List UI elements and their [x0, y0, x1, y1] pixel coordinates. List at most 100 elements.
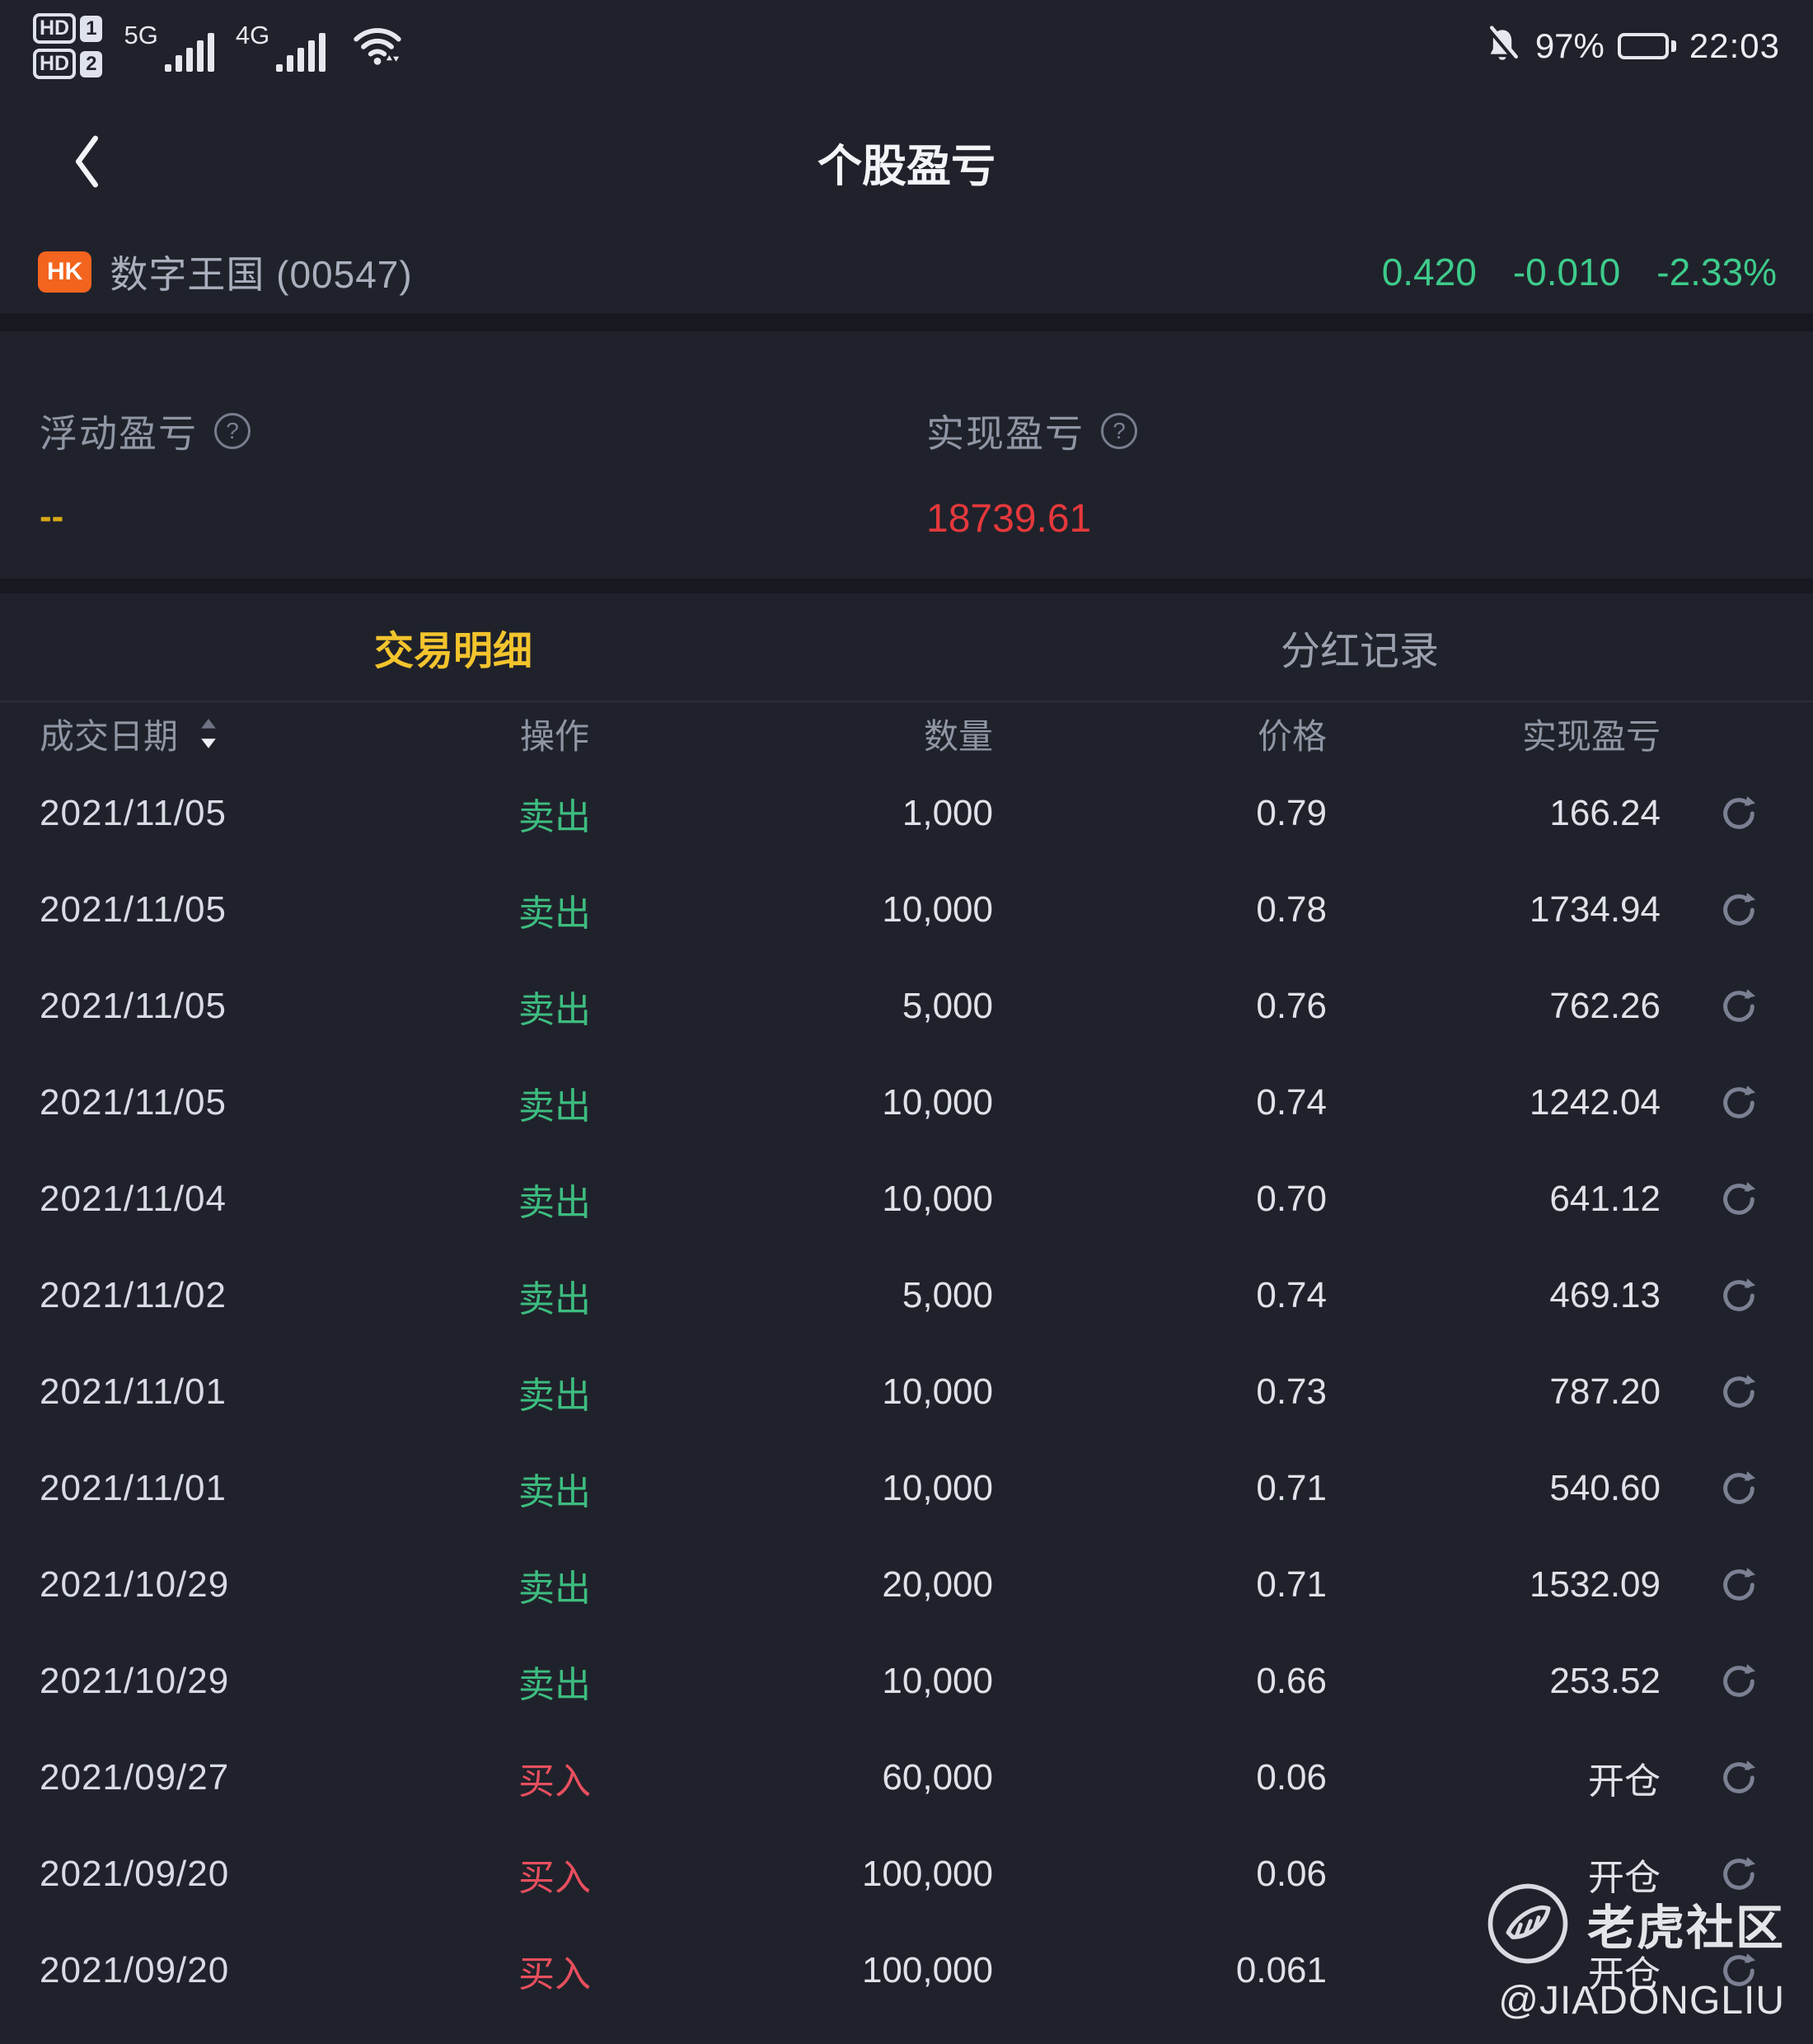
stock-price: 0.420 — [1381, 251, 1477, 293]
column-header-price: 价格 — [1257, 716, 1327, 756]
restore-trade-icon[interactable] — [1716, 1176, 1762, 1222]
tab-dividend-records[interactable]: 分红记录 — [1280, 630, 1439, 673]
table-row: 2021/11/05 卖出 1,000 0.79 166.24 — [0, 765, 1813, 861]
trade-price: 0.71 — [1256, 1563, 1327, 1605]
trade-action: 卖出 — [518, 1085, 591, 1127]
trade-date: 2021/11/01 — [40, 1467, 227, 1508]
trade-action: 买入 — [518, 1857, 591, 1898]
restore-trade-icon[interactable] — [1716, 1948, 1762, 1994]
restore-trade-icon[interactable] — [1716, 1562, 1762, 1608]
trade-action: 买入 — [518, 1760, 591, 1802]
trade-action: 卖出 — [518, 1471, 591, 1512]
trade-pl: 641.12 — [1549, 1178, 1661, 1219]
back-button[interactable] — [66, 124, 124, 199]
trade-qty: 20,000 — [882, 1563, 993, 1605]
floating-pl-help-icon[interactable]: ? — [214, 413, 251, 449]
tab-trade-details[interactable]: 交易明细 — [373, 630, 532, 673]
restore-trade-icon[interactable] — [1716, 1465, 1762, 1512]
column-header-date-sort[interactable]: 成交日期 — [40, 709, 369, 759]
realized-pl-help-icon[interactable]: ? — [1101, 413, 1137, 449]
clock: 22:03 — [1689, 26, 1780, 65]
floating-pl-value: -- — [40, 496, 64, 537]
trade-action: 卖出 — [518, 1278, 591, 1320]
table-row: 2021/11/01 卖出 10,000 0.71 540.60 — [0, 1440, 1813, 1536]
table-row: 2021/11/02 卖出 5,000 0.74 469.13 — [0, 1247, 1813, 1343]
trade-pl: 469.13 — [1549, 1274, 1661, 1315]
realized-pl-value: 18739.61 — [926, 497, 1092, 541]
restore-trade-icon[interactable] — [1716, 1369, 1762, 1415]
trade-price: 0.78 — [1256, 888, 1327, 930]
trade-pl: 787.20 — [1549, 1371, 1661, 1412]
stock-name: 数字王国 (00547) — [110, 253, 413, 296]
trade-action: 买入 — [518, 1953, 591, 1995]
floating-pl-label: 浮动盈亏 — [40, 412, 198, 455]
column-header-action: 操作 — [519, 716, 589, 756]
restore-trade-icon[interactable] — [1716, 1851, 1762, 1897]
trade-pl: 540.60 — [1549, 1467, 1661, 1508]
trade-pl: 762.26 — [1549, 985, 1661, 1026]
trade-date: 2021/11/05 — [40, 1081, 227, 1123]
trade-rows: 2021/11/05 卖出 1,000 0.79 166.24 2021/11/… — [0, 765, 1813, 2018]
stock-change-percent: -2.33% — [1656, 251, 1777, 293]
trade-qty: 10,000 — [882, 1660, 993, 1701]
trade-qty: 1,000 — [902, 792, 993, 833]
table-row: 2021/11/04 卖出 10,000 0.70 641.12 — [0, 1151, 1813, 1247]
trade-action: 卖出 — [518, 1568, 591, 1609]
trade-date: 2021/11/05 — [40, 888, 227, 930]
trade-date: 2021/10/29 — [40, 1563, 230, 1605]
trade-action: 卖出 — [518, 1182, 591, 1223]
trade-date: 2021/11/05 — [40, 985, 227, 1026]
trade-date: 2021/11/05 — [40, 792, 227, 833]
trade-price: 0.06 — [1256, 1756, 1327, 1798]
trade-qty: 10,000 — [882, 1467, 993, 1508]
section-divider — [0, 313, 1813, 331]
sim1-badge: 1 — [80, 15, 103, 42]
page-title: 个股盈亏 — [817, 141, 996, 191]
table-row: 2021/11/01 卖出 10,000 0.73 787.20 — [0, 1343, 1813, 1440]
sim2-badge: 2 — [80, 50, 103, 77]
trade-date: 2021/11/02 — [40, 1274, 227, 1315]
trade-price: 0.70 — [1256, 1178, 1327, 1219]
restore-trade-icon[interactable] — [1716, 887, 1762, 933]
trade-date: 2021/11/01 — [40, 1371, 227, 1412]
battery-icon — [1617, 33, 1676, 59]
column-header-date: 成交日期 — [40, 716, 179, 756]
restore-trade-icon[interactable] — [1716, 790, 1762, 837]
trade-qty: 10,000 — [882, 888, 993, 930]
section-divider — [0, 579, 1813, 593]
trade-action: 卖出 — [518, 796, 591, 837]
table-header-row: 成交日期 操作 数量 价格 实现盈亏 — [0, 702, 1813, 765]
battery-percent: 97% — [1534, 26, 1605, 65]
trade-price: 0.74 — [1256, 1274, 1327, 1315]
column-header-realized-pl: 实现盈亏 — [1521, 716, 1661, 756]
trade-pl: 开仓 — [1588, 1953, 1661, 1995]
restore-trade-icon[interactable] — [1716, 983, 1762, 1029]
hd-volte-icons: HD 1 HD 2 — [33, 13, 103, 79]
network1-label: 5G — [124, 21, 158, 49]
trade-date: 2021/09/27 — [40, 1756, 230, 1798]
trade-price: 0.66 — [1256, 1660, 1327, 1701]
trade-price: 0.73 — [1256, 1371, 1327, 1412]
trade-pl: 开仓 — [1588, 1857, 1661, 1898]
trade-price: 0.74 — [1256, 1081, 1327, 1123]
notifications-off-icon — [1483, 25, 1522, 68]
trade-price: 0.061 — [1235, 1949, 1327, 1990]
table-row: 2021/11/05 卖出 5,000 0.76 762.26 — [0, 958, 1813, 1054]
restore-trade-icon[interactable] — [1716, 1080, 1762, 1126]
network2-label: 4G — [235, 21, 270, 49]
wifi-icon — [352, 24, 403, 68]
table-row: 2021/11/05 卖出 10,000 0.74 1242.04 — [0, 1054, 1813, 1151]
stock-header-row[interactable]: HK 数字王国 (00547) 0.420 -0.010 -2.33% — [0, 231, 1813, 313]
restore-trade-icon[interactable] — [1716, 1658, 1762, 1704]
hd2-icon: HD — [33, 49, 77, 79]
restore-trade-icon[interactable] — [1716, 1755, 1762, 1801]
trade-pl: 1242.04 — [1529, 1081, 1661, 1123]
nav-bar: 个股盈亏 — [0, 92, 1813, 231]
trade-date: 2021/10/29 — [40, 1660, 230, 1701]
trade-pl: 253.52 — [1549, 1660, 1661, 1701]
column-header-quantity: 数量 — [923, 716, 993, 756]
trade-date: 2021/09/20 — [40, 1853, 230, 1894]
restore-trade-icon[interactable] — [1716, 1273, 1762, 1319]
trade-qty: 5,000 — [902, 1274, 993, 1315]
trade-date: 2021/09/20 — [40, 1949, 230, 1990]
